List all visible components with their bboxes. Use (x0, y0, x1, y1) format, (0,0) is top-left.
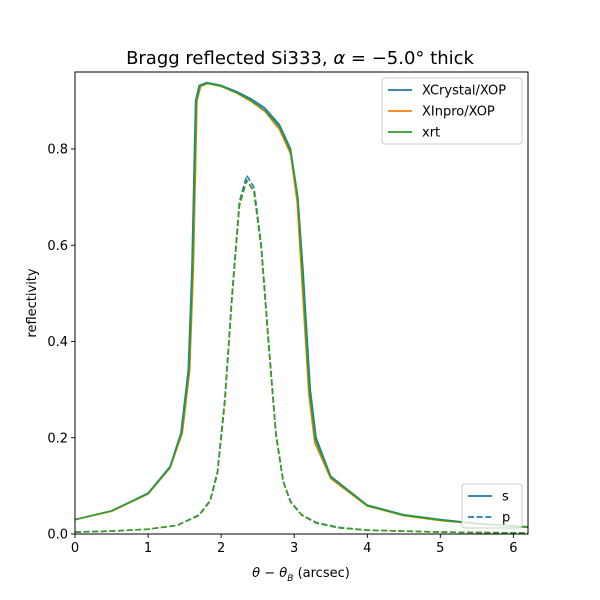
x-tick-label: 6 (509, 541, 517, 556)
series-layer (75, 81, 528, 534)
x-axis-label-minus: − (260, 566, 279, 581)
x-axis-label-unit: (arcsec) (293, 566, 349, 581)
y-tick-label: 0.0 (47, 528, 68, 543)
x-tick-label: 1 (144, 541, 152, 556)
legend-polarization: sp (461, 483, 523, 529)
title-alpha: α (333, 48, 345, 69)
legend-series-frame (381, 77, 523, 145)
y-tick-label: 0.8 (47, 143, 68, 158)
plot-area (75, 81, 528, 534)
title-part-prefix: Bragg reflected Si333, (126, 48, 333, 69)
y-axis-label: reflectivity (25, 268, 40, 338)
legend-entry-label: XCrystal/XOP (422, 84, 506, 99)
legend-polarization-frame (461, 483, 523, 529)
x-tick-label: 2 (217, 541, 225, 556)
x-tick-label: 0 (71, 541, 79, 556)
y-tick-label: 0.2 (47, 431, 68, 446)
chart-title: Bragg reflected Si333, α = −5.0° thick (126, 48, 474, 69)
y-axis-ticks: 0.0 0.2 0.4 0.6 0.8 (47, 143, 75, 543)
x-axis-ticks: 0 1 2 3 4 5 6 (71, 534, 518, 556)
plot-frame (74, 71, 529, 535)
y-tick-label: 0.4 (47, 335, 68, 350)
x-tick-label: 3 (290, 541, 298, 556)
y-tick-label: 0.6 (47, 239, 68, 254)
series-line-xrt-p (75, 179, 528, 534)
title-part-suffix: = −5.0° thick (345, 48, 474, 69)
legend-entry-label: s (502, 490, 509, 505)
legend-series: XCrystal/XOP XInpro/XOP xrt (381, 77, 523, 145)
x-axis-label-theta: θ (252, 566, 260, 581)
legend-entry-label: p (502, 511, 510, 526)
x-tick-label: 5 (436, 541, 444, 556)
x-axis-label-subscript: B (287, 574, 293, 584)
series-line-xrt-s (75, 82, 528, 529)
legend-entry-label: XInpro/XOP (422, 105, 495, 120)
x-axis-label-theta-b: θ (279, 566, 287, 581)
x-tick-label: 4 (363, 541, 371, 556)
x-axis-label: θ − θB (arcsec) (252, 566, 350, 584)
legend-entry-label: xrt (422, 126, 440, 141)
